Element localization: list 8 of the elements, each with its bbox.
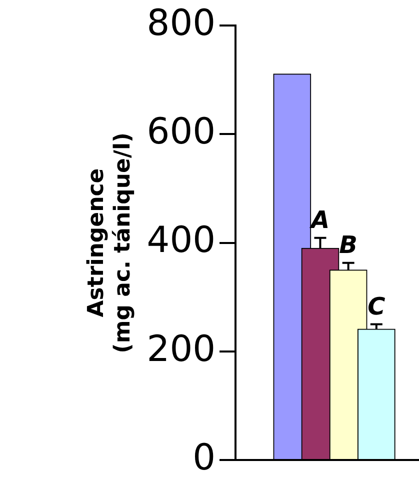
y-tick-label: 400: [146, 220, 216, 262]
y-axis-title: Astringence (mg ac. tánique/l): [84, 132, 136, 354]
y-tick-label: 600: [146, 112, 216, 153]
annotation: B: [339, 231, 358, 260]
y-tick-label: 0: [192, 437, 216, 478]
annotation: C: [368, 292, 386, 320]
y-tick-label: 800: [146, 2, 216, 44]
y-tick-label: 200: [146, 328, 216, 370]
